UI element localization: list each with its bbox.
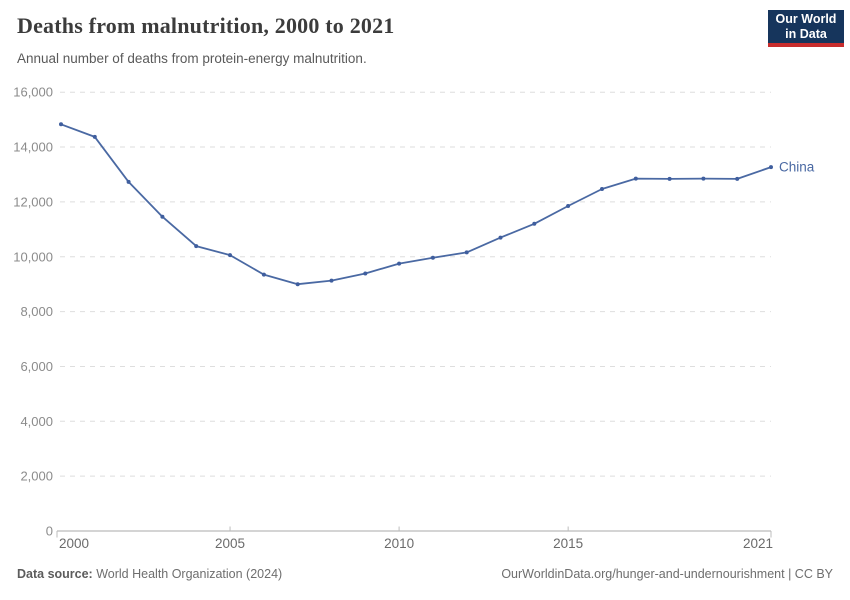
data-point[interactable]	[769, 165, 773, 170]
data-point[interactable]	[160, 214, 165, 219]
data-point[interactable]	[667, 176, 672, 181]
data-source-label: Data source:	[17, 567, 93, 581]
data-point[interactable]	[464, 250, 469, 255]
data-point[interactable]	[92, 134, 97, 139]
data-point[interactable]	[566, 204, 571, 208]
series-line	[60, 123, 772, 286]
data-point[interactable]	[295, 282, 300, 287]
y-tick-label: 10,000	[13, 249, 53, 264]
x-tick-label: 2015	[553, 536, 583, 551]
y-tick-label: 8,000	[20, 304, 53, 319]
data-point[interactable]	[329, 278, 334, 283]
y-tick-label: 6,000	[20, 359, 53, 374]
data-point[interactable]	[228, 253, 232, 258]
data-source: Data source: World Health Organization (…	[17, 567, 282, 581]
owid-logo: Our World in Data	[768, 10, 844, 47]
data-point[interactable]	[735, 176, 740, 181]
footer-license: | CC BY	[784, 567, 833, 581]
y-tick-label: 14,000	[13, 140, 53, 155]
data-point[interactable]	[194, 244, 199, 249]
y-tick-label: 4,000	[20, 414, 53, 429]
data-point[interactable]	[261, 272, 266, 277]
footer-right: OurWorldinData.org/hunger-and-undernouri…	[501, 567, 833, 581]
data-point[interactable]	[430, 255, 435, 260]
owid-logo-line1: Our World	[775, 11, 837, 26]
x-tick-label: 2000	[59, 536, 89, 551]
y-tick-label: 16,000	[13, 85, 53, 100]
page-title: Deaths from malnutrition, 2000 to 2021	[17, 13, 395, 38]
y-tick-label: 0	[46, 524, 53, 539]
page-subtitle: Annual number of deaths from protein-ene…	[17, 51, 367, 66]
data-point[interactable]	[600, 187, 604, 191]
footer-link[interactable]: OurWorldinData.org/hunger-and-undernouri…	[501, 567, 785, 581]
y-tick-label: 12,000	[13, 194, 53, 209]
y-tick-label: 2,000	[20, 469, 53, 484]
data-point[interactable]	[126, 179, 131, 184]
data-point[interactable]	[397, 261, 402, 266]
data-point[interactable]	[363, 271, 368, 276]
x-tick-label: 2021	[743, 536, 773, 551]
data-point[interactable]	[498, 235, 503, 240]
data-point[interactable]	[701, 176, 706, 181]
x-tick-label: 2010	[384, 536, 414, 551]
data-source-value: World Health Organization (2024)	[96, 567, 283, 581]
data-point[interactable]	[59, 122, 63, 127]
series-label: China	[779, 160, 815, 175]
data-point[interactable]	[532, 221, 537, 226]
x-tick-label: 2005	[215, 536, 245, 551]
data-point[interactable]	[633, 176, 638, 181]
owid-logo-line2: in Data	[785, 26, 827, 41]
